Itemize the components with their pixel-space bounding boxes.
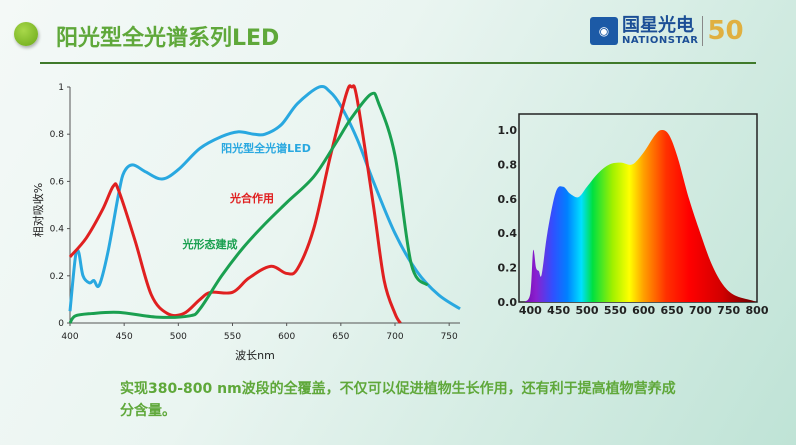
x-tick-label: 600 <box>632 304 655 317</box>
x-tick-label: 450 <box>547 304 570 317</box>
logo-cn: 国星光电 <box>622 14 694 36</box>
x-tick-label: 800 <box>746 304 769 317</box>
y-tick-label: 0.8 <box>50 130 65 140</box>
x-tick-label: 650 <box>661 304 684 317</box>
y-tick-label: 0.0 <box>498 296 518 309</box>
title-bullet-icon <box>14 22 38 46</box>
y-axis-label: 相对吸收% <box>31 183 45 237</box>
y-tick-label: 0.8 <box>498 158 518 171</box>
x-tick-label: 650 <box>332 332 349 342</box>
series-line-2 <box>68 91 429 324</box>
y-tick-label: 0.4 <box>50 225 65 235</box>
y-tick-label: 0.4 <box>498 227 518 240</box>
x-tick-label: 600 <box>278 332 295 342</box>
logo-mark-icon: ◉ <box>590 17 618 45</box>
x-tick-label: 750 <box>441 332 458 342</box>
led-spectrum-chart: 0.0 0.2 0.4 0.6 0.8 1.0 400 450 500 550 600 650 700 7… <box>498 113 769 317</box>
spectrum-area <box>524 130 757 302</box>
x-tick-label: 700 <box>386 332 403 342</box>
y-tick-label: 0.6 <box>50 177 65 187</box>
y-tick-label: 0 <box>58 319 64 329</box>
absorption-chart: 0 0.2 0.4 0.6 0.8 1 400 450 500 550 600 650 700 750 波长… <box>31 83 461 362</box>
x-tick-label: 700 <box>689 304 712 317</box>
series-line-0 <box>68 84 461 312</box>
x-tick-label: 750 <box>717 304 740 317</box>
x-tick-label: 400 <box>61 332 78 342</box>
nationstar-logo: ◉ 国星光电 NATIONSTAR 50 <box>590 16 744 46</box>
description-text: 实现380-800 nm波段的全覆盖，不仅可以促进植物生长作用，还有利于提高植物… <box>120 381 676 419</box>
x-tick-label: 400 <box>519 304 542 317</box>
series-label-1: 光合作用 <box>229 191 274 205</box>
x-tick-label: 500 <box>576 304 599 317</box>
series-line-1 <box>68 84 402 324</box>
x-tick-label: 550 <box>604 304 627 317</box>
series-label-2: 光形态建成 <box>182 237 238 251</box>
anniversary-badge: 50 <box>702 16 744 46</box>
y-tick-label: 1 <box>58 83 64 93</box>
y-tick-label: 0.6 <box>498 193 518 206</box>
y-tick-label: 0.2 <box>498 262 518 275</box>
y-tick-label: 1.0 <box>498 124 518 137</box>
x-tick-label: 550 <box>224 332 241 342</box>
x-axis-label: 波长nm <box>235 349 275 362</box>
title-divider <box>40 62 756 64</box>
y-tick-label: 0.2 <box>50 272 64 282</box>
x-tick-label: 450 <box>116 332 133 342</box>
page-title: 阳光型全光谱系列LED <box>56 26 280 51</box>
x-tick-label: 500 <box>170 332 187 342</box>
series-label-0: 阳光型全光谱LED <box>221 141 311 155</box>
logo-en: NATIONSTAR <box>622 34 699 46</box>
